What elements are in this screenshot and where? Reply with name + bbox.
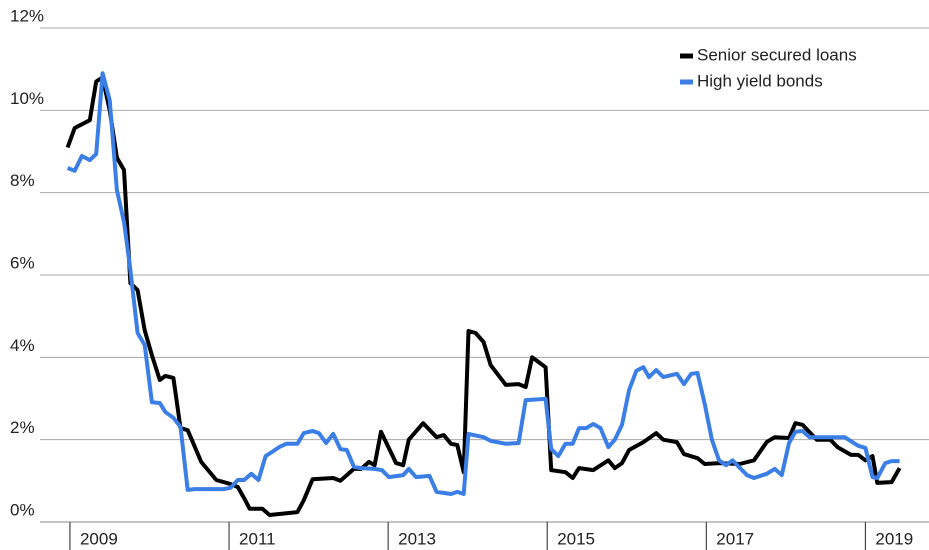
y-tick-label: 0%	[10, 500, 35, 519]
legend-label: High yield bonds	[697, 71, 823, 90]
y-tick-label: 2%	[10, 418, 35, 437]
y-tick-label: 10%	[10, 89, 44, 108]
x-tick-label: 2015	[557, 529, 595, 548]
x-tick-label: 2017	[716, 529, 754, 548]
x-tick-label: 2009	[80, 529, 118, 548]
x-tick-label: 2013	[398, 529, 436, 548]
y-tick-label: 6%	[10, 253, 35, 272]
line-series	[66, 71, 900, 496]
x-tick-label: 2011	[239, 529, 276, 548]
y-tick-label: 4%	[10, 336, 35, 355]
legend-label: Senior secured loans	[697, 45, 857, 64]
line-series	[65, 75, 902, 517]
y-tick-label: 12%	[10, 6, 44, 25]
x-tick-label: 2019	[875, 529, 913, 548]
y-tick-label: 8%	[10, 171, 35, 190]
